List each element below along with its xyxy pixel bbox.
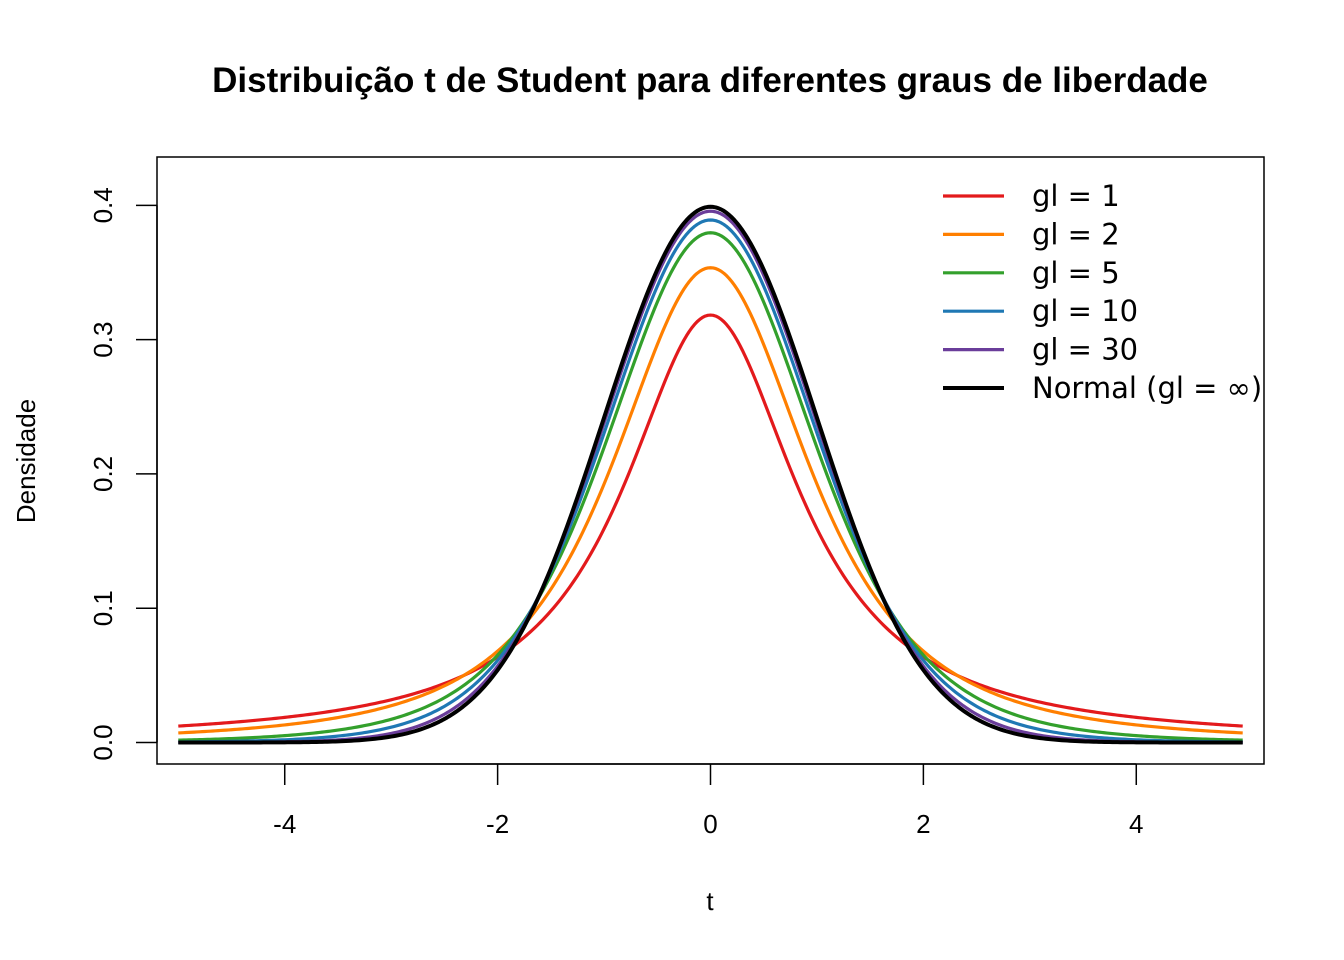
legend: gl = 1 gl = 2 gl = 5 gl = 10 gl = 30 Normal (…: [943, 179, 1262, 405]
legend-label: gl = 2: [1032, 217, 1120, 251]
legend-label: gl = 10: [1032, 294, 1138, 328]
legend-label: gl = 1: [1032, 179, 1120, 213]
chart-title: Distribuição t de Student para diferente…: [212, 61, 1208, 100]
x-tick-label: 2: [916, 809, 930, 839]
series-line-gl-1: [178, 313, 1243, 728]
y-tick-label: 0.2: [88, 456, 118, 492]
y-tick-label: 0.4: [88, 187, 118, 223]
x-tick-label: 4: [1129, 809, 1143, 839]
y-tick-label: 0.3: [88, 322, 118, 358]
x-tick-label: -4: [273, 809, 296, 839]
series-group: [178, 204, 1243, 745]
y-axis: 0.0 0.1 0.2 0.3 0.4: [88, 187, 158, 761]
legend-label: gl = 30: [1032, 333, 1138, 367]
legend-label: Normal (gl = ∞): [1032, 371, 1262, 405]
series-line-gl-5: [178, 231, 1243, 742]
x-tick-label: 0: [703, 809, 717, 839]
series-line-gl-2: [178, 266, 1243, 735]
x-axis: -4 -2 0 2 4: [273, 763, 1144, 839]
legend-label: gl = 5: [1032, 256, 1120, 290]
y-tick-label: 0.0: [88, 724, 118, 760]
x-axis-label: t: [706, 886, 714, 916]
series-line-normal: [178, 204, 1243, 745]
y-axis-label: Densidade: [11, 399, 41, 523]
series-line-gl-30: [178, 209, 1243, 745]
y-tick-label: 0.1: [88, 590, 118, 626]
series-line-gl-10: [178, 218, 1243, 744]
x-tick-label: -2: [486, 809, 509, 839]
